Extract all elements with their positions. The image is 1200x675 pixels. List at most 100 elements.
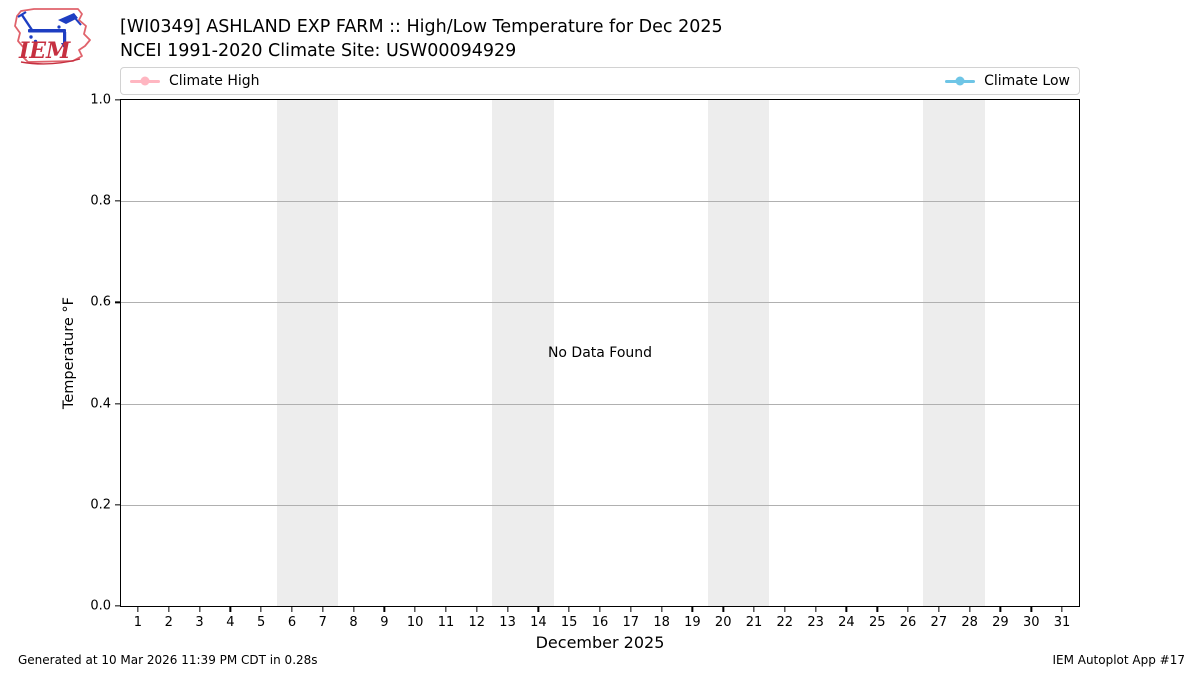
x-tick-mark — [660, 606, 663, 612]
x-tick-mark — [137, 606, 139, 612]
climate-low-marker-icon — [945, 76, 976, 86]
iem-logo: IEM — [14, 8, 91, 65]
y-tick-label: 0.2 — [90, 497, 111, 513]
x-tick-label: 27 — [930, 615, 948, 630]
x-tick-mark — [1061, 606, 1063, 612]
x-tick-label: 19 — [684, 615, 701, 630]
climate-high-marker-icon — [130, 76, 160, 86]
x-tick-label: 29 — [992, 615, 1009, 630]
x-tick-label: 16 — [591, 615, 609, 630]
legend-item-climate-low: Climate Low — [945, 73, 1070, 89]
x-tick-label: 5 — [257, 615, 266, 630]
weekend-band — [276, 100, 339, 606]
plot-area: No Data Found 0.0 0.2 0.4 0.6 0.8 1.0 1 2 3 4 5 6 7 8… — [90, 93, 1080, 630]
x-tick-label: 25 — [868, 615, 886, 630]
x-tick-label: 7 — [318, 615, 327, 630]
x-tick-mark — [322, 606, 324, 612]
weekend-band — [707, 100, 770, 606]
y-tick-mark — [115, 504, 121, 506]
x-tick-mark — [907, 606, 909, 612]
x-tick-mark — [506, 606, 509, 612]
iowa-outline-icon — [14, 8, 91, 63]
x-tick-mark — [537, 606, 540, 612]
x-tick-label: 6 — [287, 615, 297, 630]
x-tick-label: 10 — [406, 615, 424, 630]
x-tick-mark — [414, 606, 416, 612]
legend-item-climate-high: Climate High — [130, 73, 260, 89]
x-tick-label: 17 — [622, 615, 640, 630]
x-tick-label: 3 — [195, 615, 204, 630]
x-tick-label: 4 — [226, 615, 235, 630]
y-axis-label: Temperature °F — [61, 296, 77, 410]
weekend-band — [923, 100, 986, 606]
weather-vane-icon — [17, 11, 82, 50]
x-axis-label: December 2025 — [535, 633, 665, 652]
y-tick-label: 0.8 — [90, 193, 111, 209]
x-tick-mark — [599, 606, 601, 612]
x-tick-mark — [260, 606, 262, 612]
iem-logo-swash — [20, 58, 81, 65]
legend: Climate High Climate Low — [120, 67, 1080, 95]
gridline — [121, 403, 1079, 405]
x-tick-label: 26 — [899, 615, 917, 630]
figure-subtitle: NCEI 1991-2020 Climate Site: USW00094929 — [120, 41, 517, 61]
x-tick-mark — [291, 606, 293, 612]
x-tick-label: 22 — [776, 615, 794, 630]
y-tick-label: 1.0 — [90, 92, 111, 108]
weekend-band — [492, 100, 554, 606]
x-tick-mark — [814, 606, 817, 612]
y-tick-label: 0.0 — [90, 598, 111, 614]
figure-title: [WI0349] ASHLAND EXP FARM :: High/Low Te… — [120, 17, 723, 37]
x-tick-mark — [168, 606, 170, 612]
x-tick-label: 11 — [437, 615, 455, 630]
gridline — [121, 302, 1079, 304]
x-tick-label: 21 — [745, 615, 763, 630]
x-tick-mark — [722, 606, 724, 612]
x-tick-label: 13 — [499, 615, 516, 630]
x-tick-mark — [753, 606, 755, 612]
iem-logo-text: IEM — [18, 38, 71, 64]
x-tick-mark — [999, 606, 1002, 612]
x-tick-label: 23 — [807, 615, 824, 630]
x-tick-label: 15 — [560, 615, 578, 630]
gridline — [121, 504, 1079, 506]
x-tick-mark — [784, 606, 786, 612]
x-tick-mark — [198, 606, 201, 612]
x-tick-mark — [968, 606, 971, 612]
x-tick-label: 20 — [714, 615, 732, 630]
y-tick-label: 0.4 — [90, 396, 111, 412]
y-tick-mark — [115, 402, 121, 405]
no-data-text: No Data Found — [547, 345, 653, 361]
x-tick-mark — [229, 606, 231, 612]
gridline — [121, 201, 1079, 203]
x-tick-label: 1 — [133, 615, 143, 630]
x-tick-mark — [1030, 606, 1032, 612]
x-tick-label: 2 — [164, 615, 173, 630]
y-tick-label: 0.6 — [90, 294, 111, 310]
x-tick-mark — [383, 606, 386, 612]
x-tick-mark — [568, 606, 570, 612]
y-tick-mark — [115, 200, 121, 202]
x-tick-mark — [476, 606, 478, 612]
x-tick-label: 8 — [349, 615, 358, 630]
x-tick-mark — [630, 606, 632, 612]
x-tick-label: 18 — [653, 615, 670, 630]
footer-generated-text: Generated at 10 Mar 2026 11:39 PM CDT in… — [18, 653, 318, 667]
x-tick-label: 28 — [961, 615, 978, 630]
x-tick-label: 31 — [1053, 615, 1071, 630]
legend-label-climate-high: Climate High — [169, 73, 260, 89]
legend-label-climate-low: Climate Low — [984, 73, 1070, 89]
x-tick-mark — [691, 606, 694, 612]
footer-app-text: IEM Autoplot App #17 — [1052, 653, 1185, 667]
x-tick-label: 14 — [530, 615, 547, 630]
x-tick-label: 9 — [380, 615, 389, 630]
y-tick-mark — [115, 605, 121, 607]
x-tick-mark — [445, 606, 447, 612]
y-tick-mark — [115, 301, 121, 304]
x-tick-mark — [876, 606, 878, 612]
x-tick-label: 12 — [468, 615, 486, 630]
x-tick-mark — [352, 606, 355, 612]
x-tick-label: 24 — [838, 615, 855, 630]
x-tick-label: 30 — [1022, 615, 1040, 630]
